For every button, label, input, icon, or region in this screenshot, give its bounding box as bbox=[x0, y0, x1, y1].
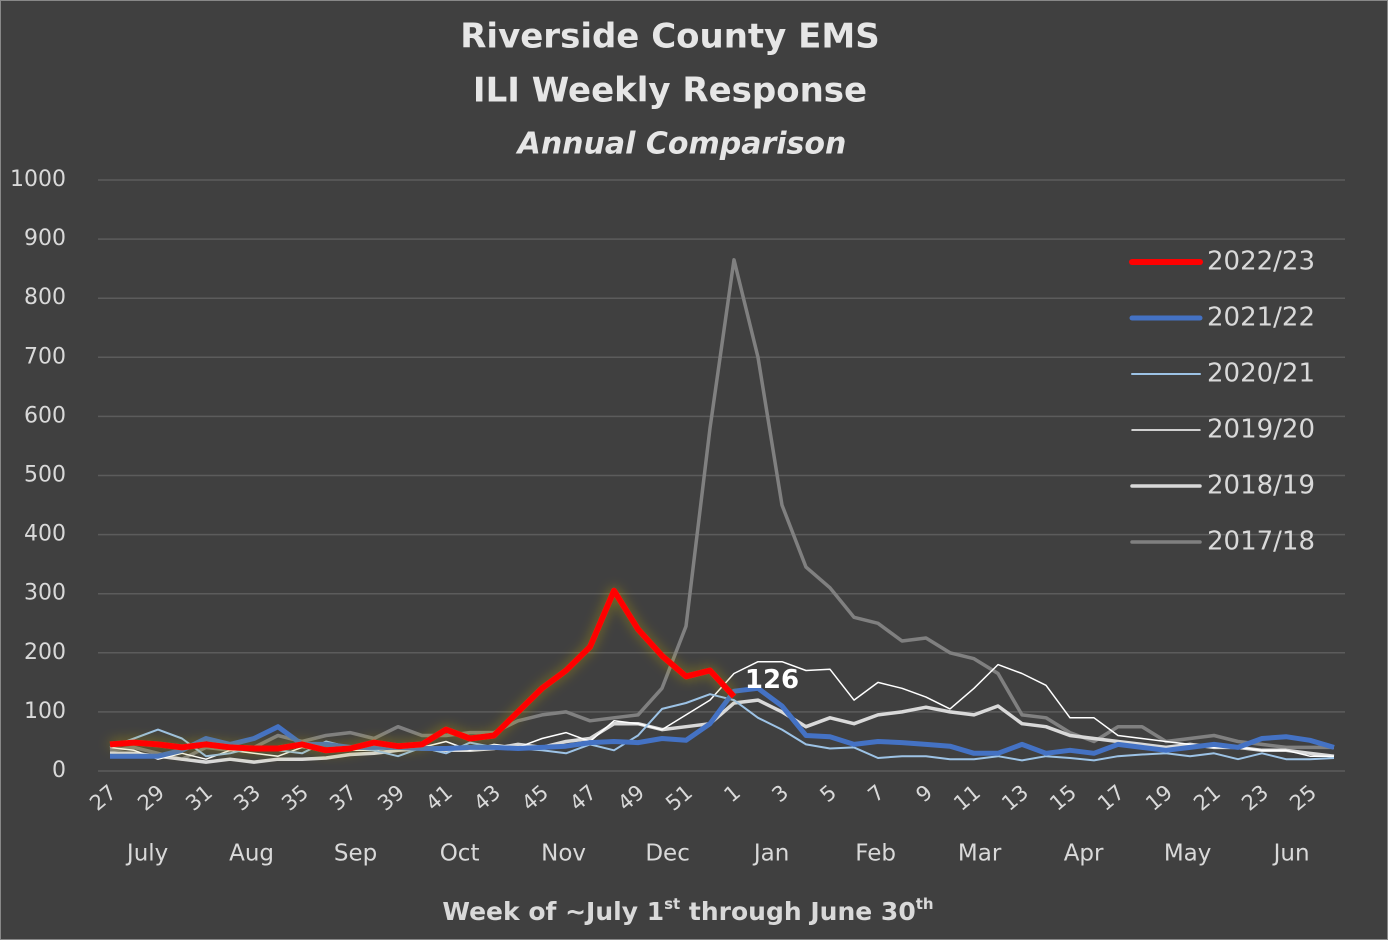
y-tick-label: 200 bbox=[24, 640, 66, 665]
legend-label: 2018/19 bbox=[1207, 471, 1315, 501]
y-tick-label: 700 bbox=[24, 344, 66, 369]
legend-label: 2020/21 bbox=[1207, 359, 1315, 389]
chart-subtitle: Annual Comparison bbox=[516, 127, 847, 162]
series-line bbox=[109, 258, 1334, 761]
chart-title: ILI Weekly Response bbox=[473, 71, 867, 111]
x-axis-label-part: Week of ~July 1 bbox=[442, 897, 664, 926]
month-label: Jan bbox=[752, 841, 789, 867]
x-axis-label: Week of ~July 1st through June 30th bbox=[442, 895, 933, 927]
chart-title: Riverside County EMS bbox=[460, 17, 879, 57]
legend-label: 2022/23 bbox=[1207, 247, 1315, 277]
y-tick-label: 800 bbox=[24, 285, 66, 310]
month-label: Aug bbox=[229, 841, 274, 867]
y-tick-label: 500 bbox=[24, 463, 66, 488]
legend-label: 2017/18 bbox=[1207, 527, 1315, 557]
x-axis-label-sup: st bbox=[664, 895, 680, 913]
legend-label: 2019/20 bbox=[1207, 415, 1315, 445]
y-tick-label: 600 bbox=[24, 403, 66, 428]
month-label: Apr bbox=[1064, 841, 1104, 867]
month-label: Mar bbox=[958, 841, 1002, 867]
y-tick-label: 300 bbox=[24, 581, 66, 606]
y-tick-label: 400 bbox=[24, 522, 66, 547]
month-label: Feb bbox=[855, 841, 896, 867]
y-tick-label: 0 bbox=[52, 758, 66, 783]
data-label: 126 bbox=[745, 665, 799, 695]
month-label: Jun bbox=[1272, 841, 1310, 867]
y-tick-label: 900 bbox=[24, 226, 66, 251]
month-label: Sep bbox=[334, 841, 377, 867]
month-label: Oct bbox=[440, 841, 480, 867]
month-label: Nov bbox=[541, 841, 586, 867]
series-line bbox=[109, 587, 737, 754]
series-line bbox=[110, 698, 1335, 764]
y-tick-label: 1000 bbox=[10, 167, 66, 192]
month-label: Dec bbox=[645, 841, 690, 867]
x-axis-label-part: through June 30 bbox=[680, 897, 916, 926]
x-axis-label-sup: th bbox=[916, 895, 934, 913]
y-tick-label: 100 bbox=[24, 699, 66, 724]
legend-label: 2021/22 bbox=[1207, 303, 1315, 333]
month-label: May bbox=[1164, 841, 1212, 867]
month-label: July bbox=[125, 841, 168, 867]
